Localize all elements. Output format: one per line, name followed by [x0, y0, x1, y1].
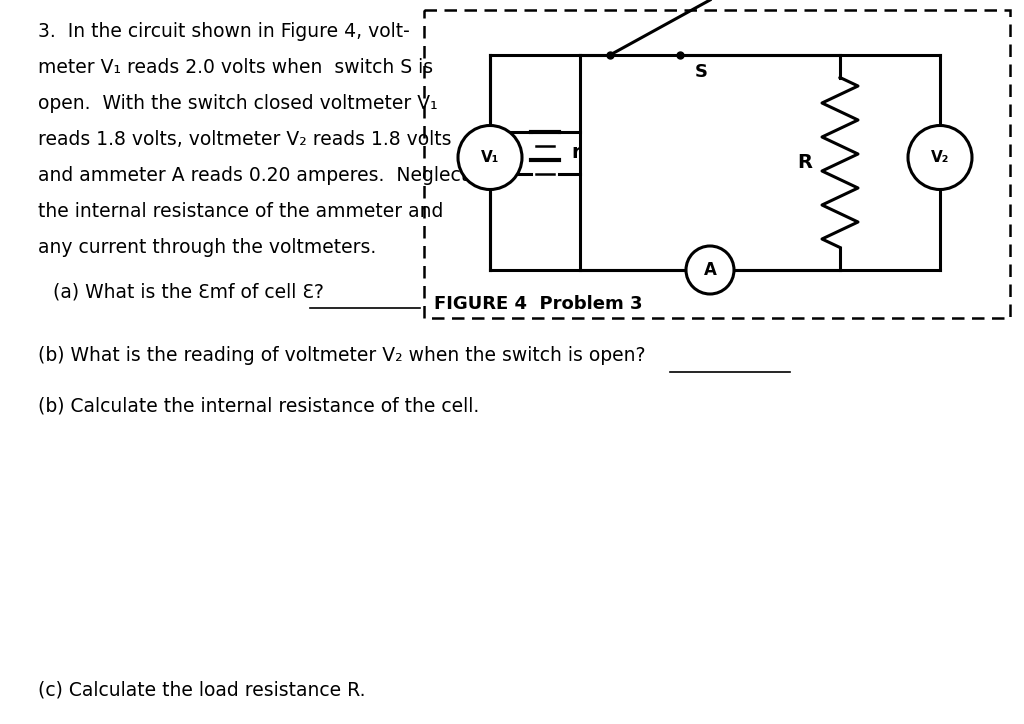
Text: (b) Calculate the internal resistance of the cell.: (b) Calculate the internal resistance of…	[38, 396, 479, 415]
Text: R: R	[797, 153, 812, 172]
Bar	[424, 10, 1010, 318]
Text: r: r	[571, 143, 581, 162]
Text: the internal resistance of the ammeter and: the internal resistance of the ammeter a…	[38, 202, 443, 221]
Circle shape	[458, 125, 522, 190]
Text: V₁: V₁	[481, 150, 499, 165]
Text: (b) What is the reading of voltmeter V₂ when the switch is open?: (b) What is the reading of voltmeter V₂ …	[38, 346, 645, 365]
Text: FIGURE 4  Problem 3: FIGURE 4 Problem 3	[434, 295, 642, 313]
Text: reads 1.8 volts, voltmeter V₂ reads 1.8 volts: reads 1.8 volts, voltmeter V₂ reads 1.8 …	[38, 130, 452, 149]
Text: E: E	[507, 143, 519, 162]
Text: meter V₁ reads 2.0 volts when  switch S is: meter V₁ reads 2.0 volts when switch S i…	[38, 58, 433, 77]
Text: V₂: V₂	[931, 150, 949, 165]
Text: (c) Calculate the load resistance R.: (c) Calculate the load resistance R.	[38, 680, 366, 699]
Text: (a) What is the Ɛmf of cell Ɛ?: (a) What is the Ɛmf of cell Ɛ?	[53, 282, 324, 301]
Text: A: A	[703, 261, 717, 279]
Circle shape	[686, 246, 734, 294]
Text: any current through the voltmeters.: any current through the voltmeters.	[38, 238, 376, 257]
Text: S: S	[695, 63, 708, 81]
Circle shape	[908, 125, 972, 190]
Text: and ammeter A reads 0.20 amperes.  Neglect: and ammeter A reads 0.20 amperes. Neglec…	[38, 166, 468, 185]
Text: 3.  In the circuit shown in Figure 4, volt-: 3. In the circuit shown in Figure 4, vol…	[38, 22, 410, 41]
Text: open.  With the switch closed voltmeter V₁: open. With the switch closed voltmeter V…	[38, 94, 437, 113]
